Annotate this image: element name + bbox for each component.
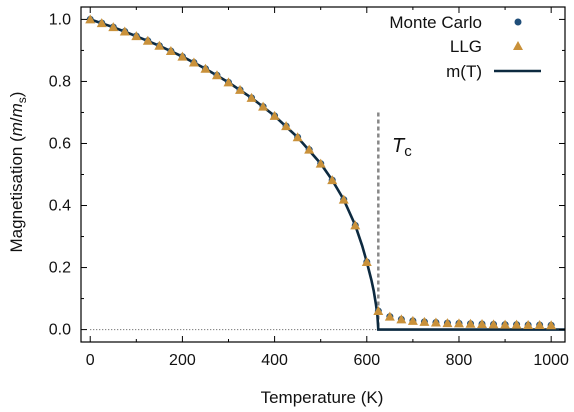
- legend-label: Monte Carlo: [389, 13, 482, 32]
- legend: Monte Carlo LLG m(T): [389, 13, 541, 81]
- y-tick-label: 1.0: [49, 11, 71, 28]
- llg-point: [177, 51, 188, 61]
- llg-point: [511, 319, 522, 329]
- llg-point: [246, 92, 257, 102]
- llg-point: [235, 84, 246, 94]
- llg-point: [188, 57, 199, 67]
- legend-llg-symbol: [513, 41, 523, 50]
- llg-point: [477, 319, 488, 329]
- y-tick-label: 0.2: [49, 260, 71, 277]
- llg-point: [373, 305, 384, 315]
- llg-point: [338, 194, 349, 204]
- legend-label: m(T): [446, 62, 482, 81]
- y-axis-label: Magnetisation (m/ms): [7, 92, 29, 253]
- llg-point: [419, 316, 430, 326]
- y-tick-label: 0.6: [49, 135, 71, 152]
- llg-point: [258, 101, 269, 111]
- llg-point: [154, 40, 165, 50]
- llg-point: [315, 158, 326, 168]
- x-tick-label: 1000: [533, 352, 569, 369]
- llg-point: [361, 256, 372, 266]
- llg-point: [500, 319, 511, 329]
- llg-point: [131, 31, 142, 41]
- plot-area: [85, 14, 565, 331]
- llg-point: [211, 70, 222, 80]
- llg-point: [223, 77, 234, 87]
- llg-point: [292, 132, 303, 142]
- llg-point: [430, 317, 441, 327]
- x-tick-label: 800: [446, 352, 473, 369]
- llg-point: [534, 319, 545, 329]
- llg-point: [304, 144, 315, 154]
- legend-label: LLG: [450, 37, 482, 56]
- x-tick-label: 400: [261, 352, 288, 369]
- llg-point: [384, 311, 395, 321]
- llg-point: [96, 18, 107, 28]
- x-tick-label: 600: [353, 352, 380, 369]
- llg-point: [142, 35, 153, 45]
- llg-point: [546, 320, 557, 330]
- mT-curve: [89, 18, 565, 331]
- llg-point: [269, 110, 280, 120]
- plot-frame: [80, 6, 566, 343]
- legend-monte-carlo-symbol: [514, 18, 522, 26]
- x-axis-label: Temperature (K): [261, 388, 384, 407]
- x-tick-label: 0: [86, 352, 95, 369]
- llg-point: [200, 63, 211, 73]
- llg-point: [85, 14, 96, 24]
- llg-point: [281, 121, 292, 131]
- llg-point: [488, 319, 499, 329]
- y-tick-label: 0.4: [49, 198, 71, 215]
- llg-point: [396, 314, 407, 324]
- llg-point: [453, 318, 464, 328]
- llg-point: [119, 26, 130, 36]
- llg-point: [465, 318, 476, 328]
- x-tick-label: 200: [169, 352, 196, 369]
- llg-point: [108, 22, 119, 32]
- llg-point: [523, 319, 534, 329]
- llg-point: [350, 220, 361, 230]
- llg-point: [327, 175, 338, 185]
- y-tick-label: 0.8: [49, 73, 71, 90]
- tc-label: Tc: [392, 135, 412, 160]
- llg-point: [165, 46, 176, 56]
- llg-point: [442, 318, 453, 328]
- y-tick-label: 0.0: [49, 322, 71, 339]
- llg-point: [407, 315, 418, 325]
- axes: 0 200 400 600 800 1000 0.0 0.2 0.4 0.6 0.8 1.0: [49, 6, 569, 369]
